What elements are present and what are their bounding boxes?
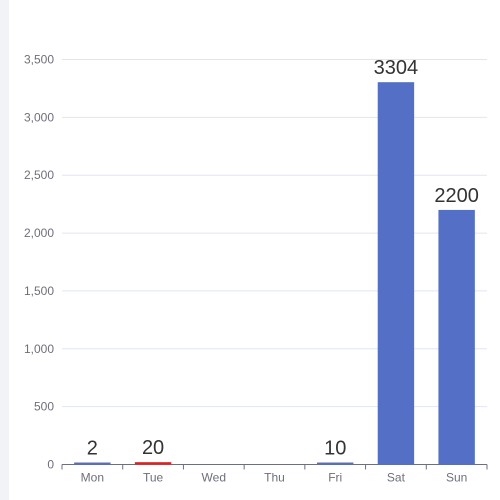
y-tick-label: 0 <box>47 458 54 472</box>
data-label-sat: 3304 <box>374 57 419 79</box>
bar-sat <box>377 82 415 465</box>
data-label-sun: 2200 <box>434 185 479 207</box>
x-tick-label: Sat <box>387 471 406 485</box>
data-label-mon: 2 <box>87 438 98 460</box>
y-tick-label: 500 <box>34 400 54 414</box>
x-tick-label: Mon <box>81 471 104 485</box>
x-tick-label: Thu <box>264 471 285 485</box>
y-tick-label: 2,500 <box>24 168 54 182</box>
x-tick-label: Sun <box>446 471 467 485</box>
y-tick-label: 3,500 <box>24 53 54 67</box>
data-label-tue: 20 <box>142 437 164 459</box>
y-tick-label: 3,000 <box>24 110 54 124</box>
x-tick-label: Fri <box>328 471 342 485</box>
bar-sun <box>438 209 475 465</box>
bar-mon <box>74 462 111 465</box>
data-label-fri: 10 <box>324 438 346 460</box>
x-tick-label: Wed <box>202 471 226 485</box>
bar-tue <box>134 462 172 465</box>
y-tick-label: 2,000 <box>24 226 54 240</box>
bar-fri <box>317 462 354 465</box>
y-tick-label: 1,500 <box>24 284 54 298</box>
y-tick-label: 1,000 <box>24 342 54 356</box>
x-tick-label: Tue <box>143 471 164 485</box>
left-panel-strip <box>0 0 9 500</box>
